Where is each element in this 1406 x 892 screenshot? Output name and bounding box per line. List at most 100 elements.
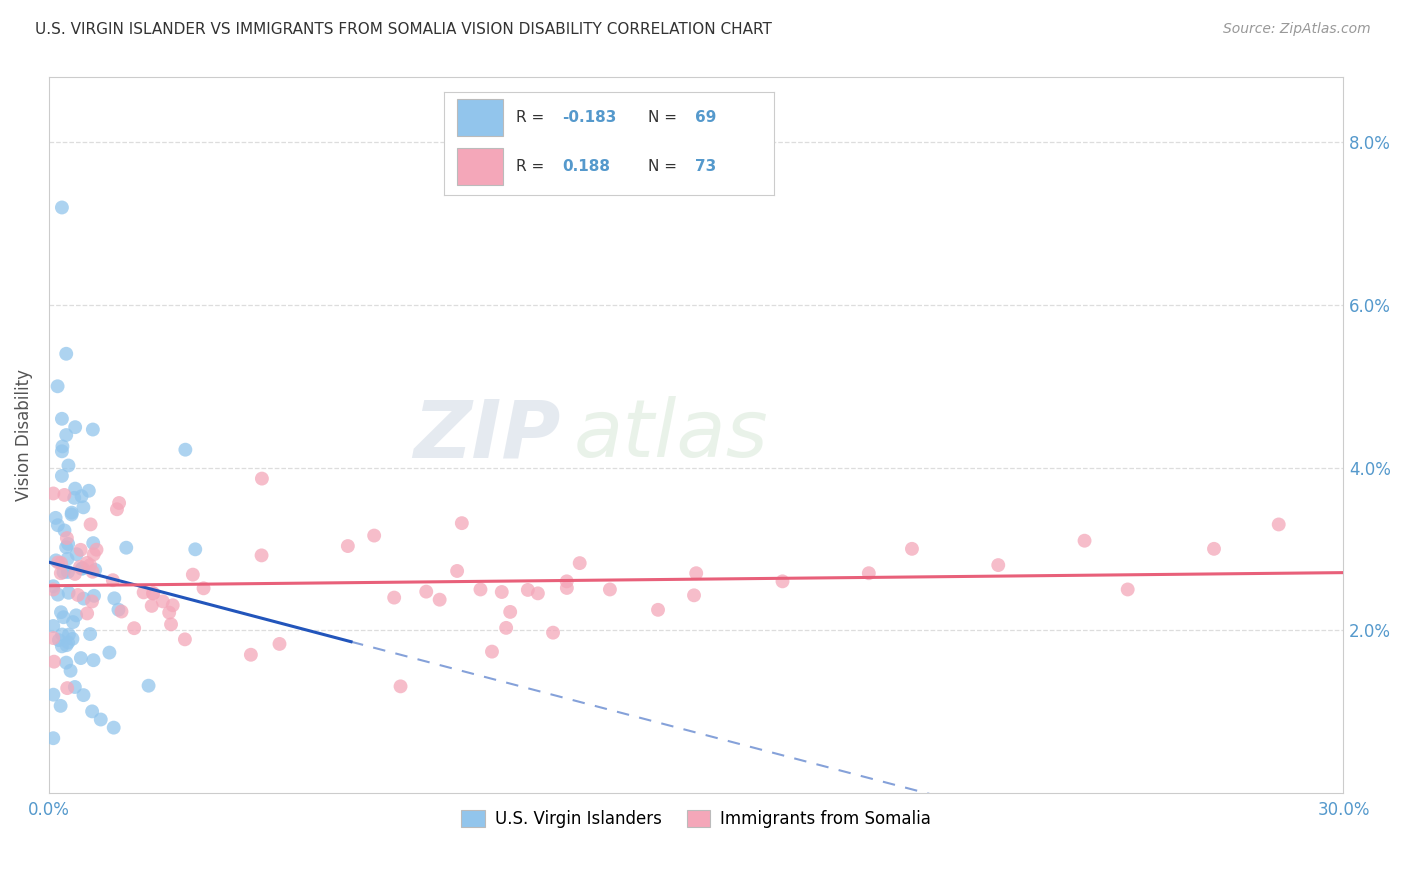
U.S. Virgin Islanders xyxy=(103,591,125,606)
Immigrants from Somalia xyxy=(142,586,165,600)
U.S. Virgin Islanders xyxy=(82,705,104,719)
Immigrants from Somalia xyxy=(49,566,72,581)
Immigrants from Somalia xyxy=(42,655,65,669)
Immigrants from Somalia xyxy=(382,591,405,605)
U.S. Virgin Islanders xyxy=(82,653,104,667)
U.S. Virgin Islanders xyxy=(51,411,73,425)
U.S. Virgin Islanders xyxy=(77,483,100,498)
Immigrants from Somalia xyxy=(450,516,472,530)
Y-axis label: Vision Disability: Vision Disability xyxy=(15,369,32,501)
U.S. Virgin Islanders xyxy=(60,506,83,520)
Immigrants from Somalia xyxy=(495,621,517,635)
U.S. Virgin Islanders xyxy=(62,632,84,646)
Immigrants from Somalia xyxy=(152,594,174,608)
U.S. Virgin Islanders xyxy=(72,561,94,575)
U.S. Virgin Islanders xyxy=(58,586,80,600)
U.S. Virgin Islanders xyxy=(184,542,207,557)
Immigrants from Somalia xyxy=(683,588,706,602)
Immigrants from Somalia xyxy=(415,584,437,599)
Text: U.S. VIRGIN ISLANDER VS IMMIGRANTS FROM SOMALIA VISION DISABILITY CORRELATION CH: U.S. VIRGIN ISLANDER VS IMMIGRANTS FROM … xyxy=(35,22,772,37)
Immigrants from Somalia xyxy=(1073,533,1095,548)
Immigrants from Somalia xyxy=(269,637,291,651)
Immigrants from Somalia xyxy=(69,560,91,574)
Immigrants from Somalia xyxy=(79,517,101,532)
Immigrants from Somalia xyxy=(250,472,273,486)
U.S. Virgin Islanders xyxy=(49,605,72,619)
U.S. Virgin Islanders xyxy=(103,721,125,735)
Immigrants from Somalia xyxy=(389,679,412,693)
Text: ZIP: ZIP xyxy=(413,396,560,474)
U.S. Virgin Islanders xyxy=(55,656,77,670)
Immigrants from Somalia xyxy=(56,531,79,545)
U.S. Virgin Islanders xyxy=(70,651,93,665)
Immigrants from Somalia xyxy=(568,556,591,570)
Immigrants from Somalia xyxy=(491,585,513,599)
Immigrants from Somalia xyxy=(108,496,131,510)
U.S. Virgin Islanders xyxy=(70,489,93,503)
Immigrants from Somalia xyxy=(174,632,197,647)
Immigrants from Somalia xyxy=(541,625,564,640)
Immigrants from Somalia xyxy=(56,681,79,695)
U.S. Virgin Islanders xyxy=(51,469,73,483)
U.S. Virgin Islanders xyxy=(82,536,104,550)
Immigrants from Somalia xyxy=(63,566,86,581)
Immigrants from Somalia xyxy=(429,592,451,607)
U.S. Virgin Islanders xyxy=(73,591,96,606)
Immigrants from Somalia xyxy=(105,502,128,516)
Immigrants from Somalia xyxy=(42,631,65,645)
Text: Source: ZipAtlas.com: Source: ZipAtlas.com xyxy=(1223,22,1371,37)
Immigrants from Somalia xyxy=(42,582,65,597)
U.S. Virgin Islanders xyxy=(56,565,79,579)
U.S. Virgin Islanders xyxy=(90,713,112,727)
U.S. Virgin Islanders xyxy=(83,589,105,603)
U.S. Virgin Islanders xyxy=(63,420,86,434)
U.S. Virgin Islanders xyxy=(42,579,65,593)
Immigrants from Somalia xyxy=(76,556,98,570)
U.S. Virgin Islanders xyxy=(56,635,79,649)
Immigrants from Somalia xyxy=(101,573,124,587)
Immigrants from Somalia xyxy=(69,542,91,557)
Immigrants from Somalia xyxy=(1267,517,1289,532)
U.S. Virgin Islanders xyxy=(63,491,86,505)
U.S. Virgin Islanders xyxy=(49,698,72,713)
U.S. Virgin Islanders xyxy=(46,518,69,533)
U.S. Virgin Islanders xyxy=(63,680,86,694)
U.S. Virgin Islanders xyxy=(56,537,79,551)
Text: atlas: atlas xyxy=(574,396,768,474)
U.S. Virgin Islanders xyxy=(42,619,65,633)
U.S. Virgin Islanders xyxy=(58,627,80,641)
Immigrants from Somalia xyxy=(363,528,385,542)
U.S. Virgin Islanders xyxy=(52,565,75,579)
Immigrants from Somalia xyxy=(239,648,262,662)
Immigrants from Somalia xyxy=(82,565,104,579)
Immigrants from Somalia xyxy=(446,564,468,578)
U.S. Virgin Islanders xyxy=(66,547,89,561)
Immigrants from Somalia xyxy=(49,556,72,570)
U.S. Virgin Islanders xyxy=(59,664,82,678)
U.S. Virgin Islanders xyxy=(138,679,160,693)
Legend: U.S. Virgin Islanders, Immigrants from Somalia: U.S. Virgin Islanders, Immigrants from S… xyxy=(454,803,938,834)
U.S. Virgin Islanders xyxy=(55,638,77,652)
U.S. Virgin Islanders xyxy=(42,688,65,702)
Immigrants from Somalia xyxy=(647,603,669,617)
Immigrants from Somalia xyxy=(122,621,145,635)
Immigrants from Somalia xyxy=(160,617,183,632)
Immigrants from Somalia xyxy=(1202,541,1225,556)
Immigrants from Somalia xyxy=(79,558,101,573)
Immigrants from Somalia xyxy=(516,582,538,597)
U.S. Virgin Islanders xyxy=(42,731,65,746)
U.S. Virgin Islanders xyxy=(51,201,73,215)
U.S. Virgin Islanders xyxy=(115,541,138,555)
Immigrants from Somalia xyxy=(83,547,105,561)
Immigrants from Somalia xyxy=(481,645,503,659)
Immigrants from Somalia xyxy=(66,588,89,602)
U.S. Virgin Islanders xyxy=(52,610,75,624)
Immigrants from Somalia xyxy=(86,542,108,557)
Immigrants from Somalia xyxy=(46,556,69,570)
U.S. Virgin Islanders xyxy=(107,603,129,617)
U.S. Virgin Islanders xyxy=(51,439,73,453)
U.S. Virgin Islanders xyxy=(72,500,94,515)
U.S. Virgin Islanders xyxy=(51,444,73,458)
U.S. Virgin Islanders xyxy=(45,553,67,567)
U.S. Virgin Islanders xyxy=(65,608,87,623)
